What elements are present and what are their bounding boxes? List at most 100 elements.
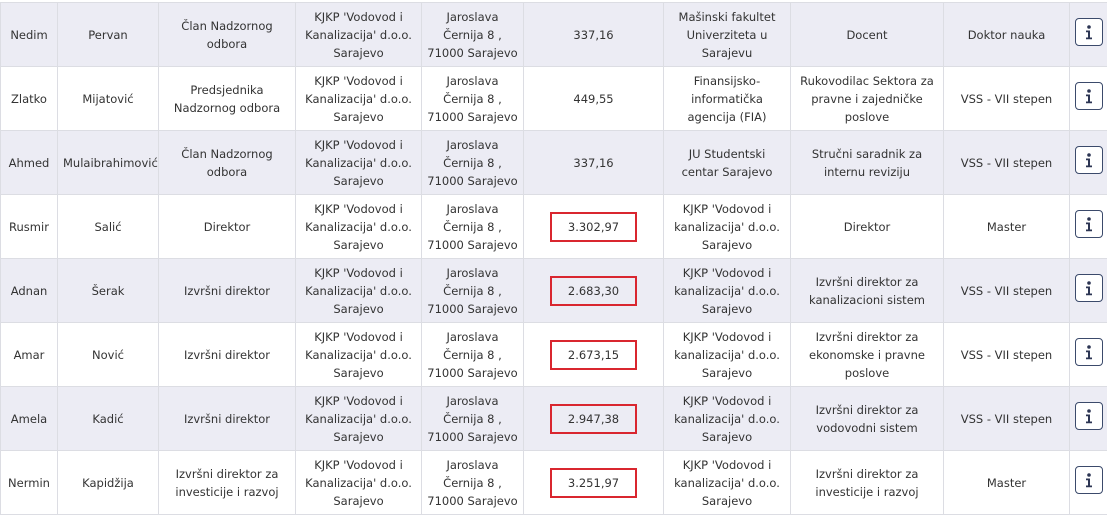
company-cell: KJKP 'Vodovod i Kanalizacija' d.o.o. Sar… — [295, 322, 422, 387]
info-icon — [1086, 409, 1092, 424]
employer-cell: KJKP 'Vodovod i kanalizacija' d.o.o. Sar… — [663, 258, 791, 323]
position-cell: Direktor — [158, 194, 296, 259]
first-name-cell: Nermin — [0, 450, 58, 515]
info-button[interactable] — [1075, 146, 1103, 174]
info-icon — [1086, 25, 1092, 40]
employer-cell: Finansijsko-informatička agencija (FIA) — [663, 66, 791, 131]
position-cell: Član Nadzornog odbora — [158, 130, 296, 195]
salary-highlight: 3.251,97 — [549, 467, 638, 498]
info-button[interactable] — [1075, 210, 1103, 238]
action-cell — [1069, 66, 1107, 131]
salary-highlight: 2.947,38 — [549, 403, 638, 434]
education-cell: Master — [943, 450, 1070, 515]
table-row: Nermin Kapidžija Izvršni direktor za inves… — [0, 450, 1107, 515]
position-cell: Član Nadzornog odbora — [158, 2, 296, 67]
info-icon — [1086, 217, 1092, 232]
action-cell — [1069, 450, 1107, 515]
table-row: Amela Kadić Izvršni direktor KJKP 'Vodovod … — [0, 386, 1107, 451]
education-cell: VSS - VII stepen — [943, 322, 1070, 387]
company-cell: KJKP 'Vodovod i Kanalizacija' d.o.o. Sar… — [295, 450, 422, 515]
info-icon — [1086, 473, 1092, 488]
job-title-cell: Izvršni direktor za ekonomske i pravne p… — [790, 322, 944, 387]
first-name-cell: Ahmed — [0, 130, 58, 195]
first-name-cell: Amar — [0, 322, 58, 387]
salary-cell: 2.947,38 — [523, 386, 664, 451]
position-cell: Izvršni direktor — [158, 322, 296, 387]
action-cell — [1069, 194, 1107, 259]
education-cell: Doktor nauka — [943, 2, 1070, 67]
job-title-cell: Izvršni direktor za kanalizacioni sistem — [790, 258, 944, 323]
table-row: Nedim Pervan Član Nadzornog odbora KJKP 'Vo… — [0, 2, 1107, 67]
table-row: Rusmir Salić Direktor KJKP 'Vodovod i Kanal… — [0, 194, 1107, 259]
info-button[interactable] — [1075, 402, 1103, 430]
table-row: Adnan Šerak Izvršni direktor KJKP 'Vodovod … — [0, 258, 1107, 323]
last-name-cell: Pervan — [57, 2, 159, 67]
table-row: Ahmed Mulaibrahimović Član Nadzornog odbor… — [0, 130, 1107, 195]
job-title-cell: Rukovodilac Sektora za pravne i zajednič… — [790, 66, 944, 131]
info-button[interactable] — [1075, 338, 1103, 366]
last-name-cell: Mulaibrahimović — [57, 130, 159, 195]
education-cell: VSS - VII stepen — [943, 130, 1070, 195]
company-cell: KJKP 'Vodovod i Kanalizacija' d.o.o. Sar… — [295, 130, 422, 195]
first-name-cell: Amela — [0, 386, 58, 451]
employer-cell: JU Studentski centar Sarajevo — [663, 130, 791, 195]
action-cell — [1069, 258, 1107, 323]
company-cell: KJKP 'Vodovod i Kanalizacija' d.o.o. Sar… — [295, 194, 422, 259]
position-cell: Izvršni direktor — [158, 386, 296, 451]
salary-highlight: 3.302,97 — [549, 211, 638, 242]
company-cell: KJKP 'Vodovod i Kanalizacija' d.o.o. Sar… — [295, 258, 422, 323]
salary-cell: 2.683,30 — [523, 258, 664, 323]
action-cell — [1069, 386, 1107, 451]
education-cell: VSS - VII stepen — [943, 66, 1070, 131]
company-cell: KJKP 'Vodovod i Kanalizacija' d.o.o. Sar… — [295, 66, 422, 131]
job-title-cell: Docent — [790, 2, 944, 67]
job-title-cell: Direktor — [790, 194, 944, 259]
table-row: Amar Nović Izvršni direktor KJKP 'Vodovod i… — [0, 322, 1107, 387]
education-cell: VSS - VII stepen — [943, 386, 1070, 451]
employer-cell: KJKP 'Vodovod i kanalizacija' d.o.o. Sar… — [663, 322, 791, 387]
company-cell: KJKP 'Vodovod i Kanalizacija' d.o.o. Sar… — [295, 386, 422, 451]
last-name-cell: Nović — [57, 322, 159, 387]
education-cell: VSS - VII stepen — [943, 258, 1070, 323]
last-name-cell: Salić — [57, 194, 159, 259]
info-icon — [1086, 345, 1092, 360]
info-button[interactable] — [1075, 82, 1103, 110]
position-cell: Predsjednika Nadzornog odbora — [158, 66, 296, 131]
address-cell: Jaroslava Černija 8 , 71000 Sarajevo — [421, 66, 524, 131]
employer-cell: KJKP 'Vodovod i kanalizacija' d.o.o. Sar… — [663, 194, 791, 259]
address-cell: Jaroslava Černija 8 , 71000 Sarajevo — [421, 322, 524, 387]
info-icon — [1086, 89, 1092, 104]
action-cell — [1069, 322, 1107, 387]
action-cell — [1069, 2, 1107, 67]
position-cell: Izvršni direktor za investicije i razvoj — [158, 450, 296, 515]
first-name-cell: Adnan — [0, 258, 58, 323]
salary-cell: 337,16 — [523, 130, 664, 195]
employer-cell: KJKP 'Vodovod i kanalizacija' d.o.o. Sar… — [663, 450, 791, 515]
salary-cell: 449,55 — [523, 66, 664, 131]
info-icon — [1086, 281, 1092, 296]
job-title-cell: Stručni saradnik za internu reviziju — [790, 130, 944, 195]
action-cell — [1069, 130, 1107, 195]
info-button[interactable] — [1075, 274, 1103, 302]
job-title-cell: Izvršni direktor za investicije i razvoj — [790, 450, 944, 515]
company-cell: KJKP 'Vodovod i Kanalizacija' d.o.o. Sar… — [295, 2, 422, 67]
salary-highlight: 2.683,30 — [549, 275, 638, 306]
info-button[interactable] — [1075, 18, 1103, 46]
education-cell: Master — [943, 194, 1070, 259]
address-cell: Jaroslava Černija 8 , 71000 Sarajevo — [421, 130, 524, 195]
employer-cell: Mašinski fakultet Univerziteta u Sarajev… — [663, 2, 791, 67]
info-button[interactable] — [1075, 466, 1103, 494]
last-name-cell: Kapidžija — [57, 450, 159, 515]
position-cell: Izvršni direktor — [158, 258, 296, 323]
address-cell: Jaroslava Černija 8 , 71000 Sarajevo — [421, 386, 524, 451]
first-name-cell: Rusmir — [0, 194, 58, 259]
last-name-cell: Mijatović — [57, 66, 159, 131]
salary-cell: 337,16 — [523, 2, 664, 67]
address-cell: Jaroslava Černija 8 , 71000 Sarajevo — [421, 450, 524, 515]
job-title-cell: Izvršni direktor za vodovodni sistem — [790, 386, 944, 451]
salary-cell: 2.673,15 — [523, 322, 664, 387]
first-name-cell: Nedim — [0, 2, 58, 67]
